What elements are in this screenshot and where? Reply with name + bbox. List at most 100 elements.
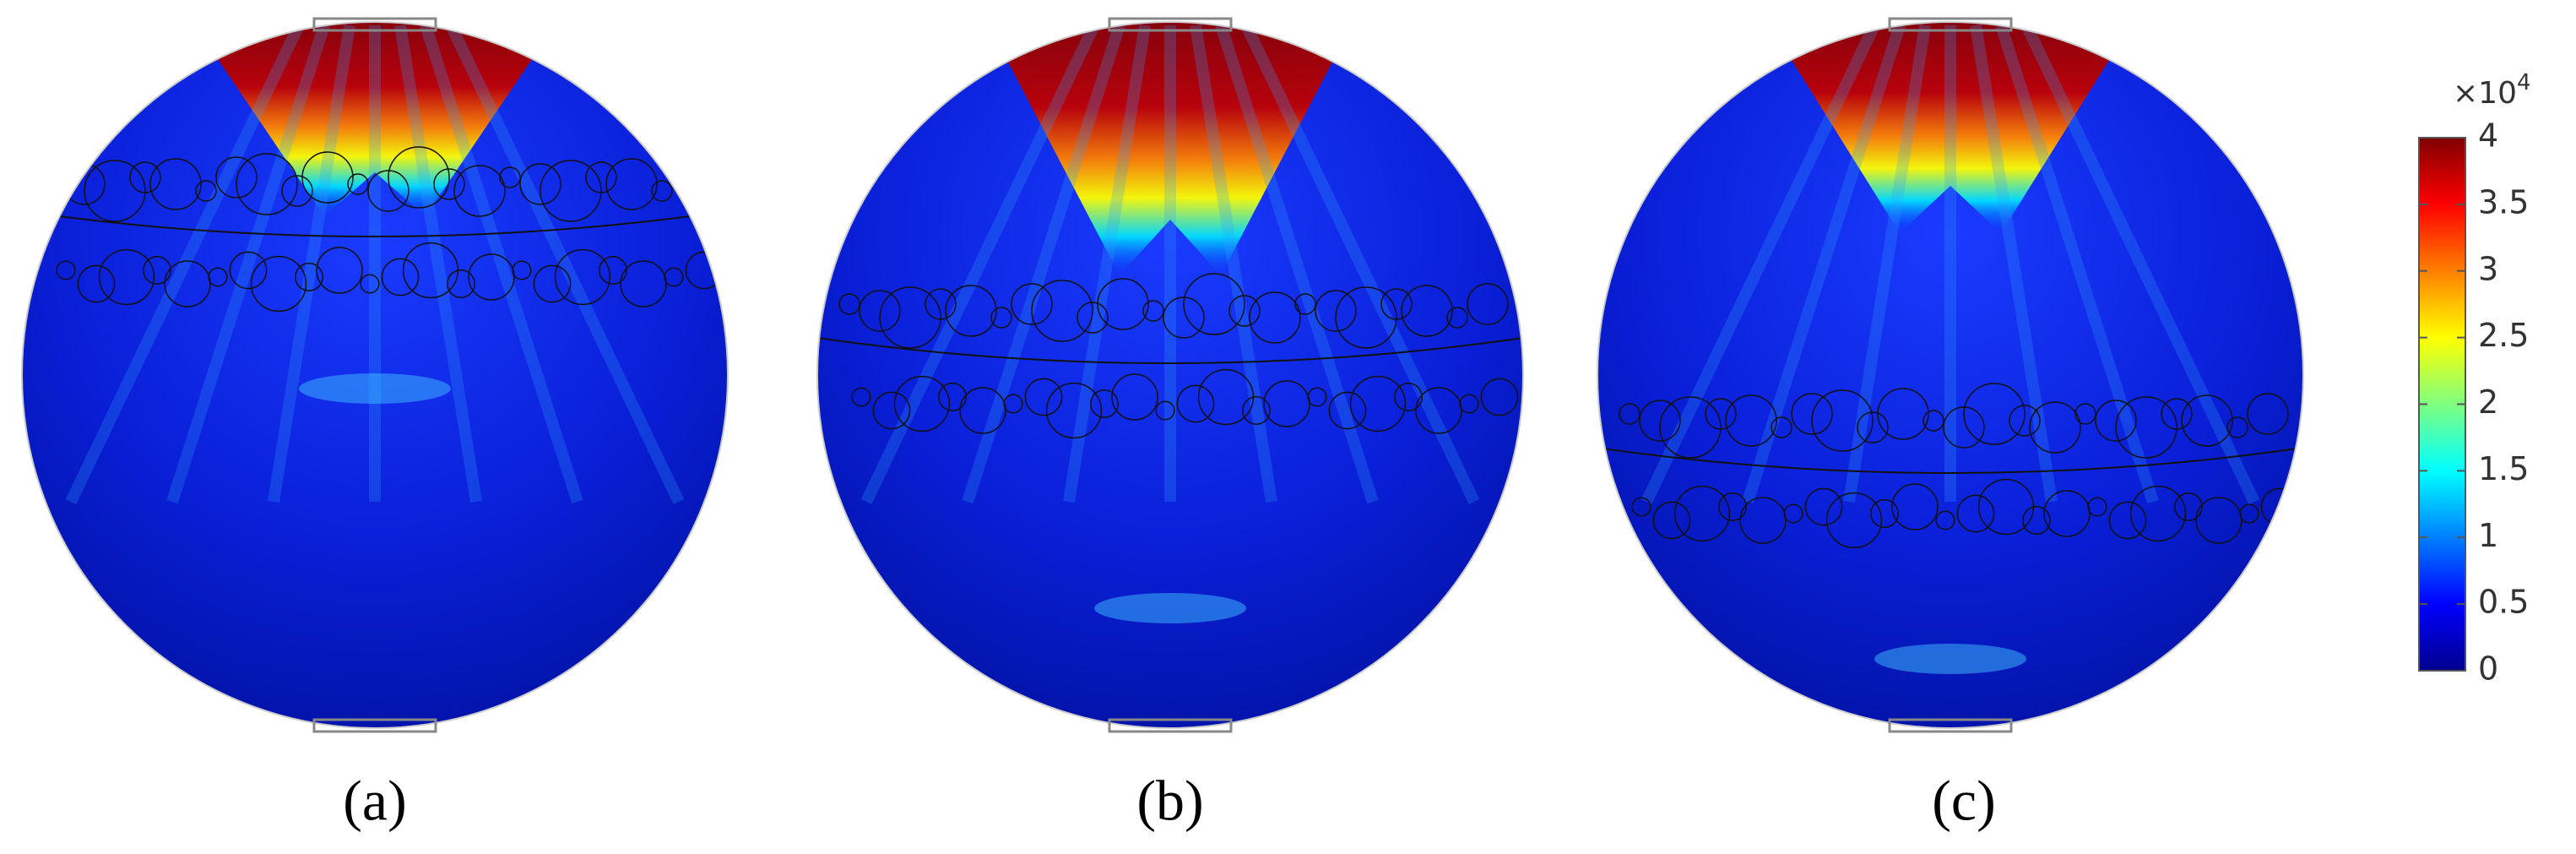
inclusion: [453, 165, 506, 217]
field-ray: [166, 23, 330, 504]
inclusion: [301, 151, 354, 204]
inclusion: [2087, 497, 2107, 517]
inclusion: [838, 293, 860, 315]
inclusion: [1349, 375, 1407, 432]
tick-label: 0.5: [2478, 584, 2529, 621]
inclusion: [1739, 497, 1787, 544]
field-ray: [420, 23, 583, 504]
inclusion: [1111, 373, 1158, 421]
inclusion: [2074, 403, 2096, 425]
inclusion: [938, 383, 967, 411]
inclusion: [1870, 499, 1899, 528]
inclusion: [1956, 494, 1995, 533]
inclusion: [1811, 389, 1874, 452]
inclusion: [851, 387, 871, 407]
inclusion: [360, 274, 380, 294]
inclusion: [1315, 290, 1357, 332]
inclusion: [2161, 398, 2193, 430]
inclusion: [2129, 485, 2187, 542]
inclusion: [1619, 403, 1641, 425]
field-ray: [1843, 24, 1931, 503]
inclusion: [468, 253, 515, 301]
tick-label: 1.5: [2478, 450, 2529, 487]
inclusion: [651, 180, 673, 202]
inclusion: [1791, 393, 1833, 435]
inclusion: [1705, 398, 1737, 430]
inclusion: [433, 168, 465, 200]
inclusion: [56, 260, 76, 280]
inclusion: [143, 256, 171, 285]
inclusion: [2247, 393, 2289, 435]
inclusion: [1446, 307, 1468, 329]
colorbar-multiplier: ×104: [2453, 70, 2531, 111]
inclusion: [347, 173, 369, 195]
field-hotspot: [984, 22, 1356, 275]
inclusion: [1031, 280, 1093, 342]
inclusion: [1923, 410, 1944, 432]
plot-border: [21, 21, 729, 729]
inclusion: [1163, 296, 1205, 339]
field-ray: [1240, 22, 1480, 505]
inclusion: [2108, 501, 2147, 540]
inclusion: [1673, 485, 1731, 542]
inclusion: [1142, 300, 1164, 322]
inclusion: [1771, 416, 1792, 438]
inclusion: [1045, 382, 1103, 439]
inclusion: [990, 307, 1012, 329]
panel-label: (b): [1136, 769, 1203, 833]
inclusion: [1335, 286, 1397, 349]
tick-label: 2: [2478, 383, 2498, 421]
inclusion: [879, 286, 941, 349]
electrode-bottom: [1888, 718, 2013, 733]
inclusion: [129, 161, 161, 193]
inclusion: [381, 258, 420, 296]
inclusion: [1631, 497, 1651, 517]
plot-border: [816, 21, 1524, 729]
field-hotspot: [189, 22, 561, 216]
inclusion: [1652, 501, 1691, 540]
inclusion: [1415, 387, 1462, 434]
inclusion: [2195, 497, 2242, 544]
interface-line: [22, 210, 728, 237]
inclusion: [1294, 293, 1316, 315]
field-ray: [1970, 24, 2058, 503]
plot-border: [1597, 21, 2304, 729]
electrode-bottom: [1108, 718, 1233, 733]
field-glow: [1874, 644, 2026, 674]
inclusion: [215, 156, 258, 199]
inclusion: [1183, 273, 1245, 335]
inclusion: [388, 146, 450, 209]
field-ray: [962, 23, 1125, 504]
field-ray: [1641, 22, 1880, 505]
inclusion: [236, 153, 298, 215]
inclusion: [1076, 302, 1109, 334]
inclusion: [519, 163, 561, 205]
field-base: [817, 22, 1523, 728]
inclusion: [84, 160, 146, 222]
inclusion: [664, 267, 684, 287]
inclusion: [1024, 378, 1063, 416]
field-plot: [22, 22, 728, 728]
inclusion: [367, 170, 409, 212]
field-ray: [1063, 24, 1151, 503]
inclusion: [1804, 487, 1843, 526]
inclusion: [605, 158, 658, 210]
inclusion: [585, 161, 617, 193]
inclusion: [1467, 283, 1509, 325]
inclusion: [499, 166, 521, 188]
inclusion: [620, 260, 667, 307]
inclusion: [2181, 394, 2233, 447]
inclusion: [43, 166, 65, 188]
inclusion: [872, 391, 911, 430]
inclusion: [98, 248, 155, 306]
field-glow: [299, 373, 451, 404]
inclusion: [1659, 396, 1722, 459]
panel-label: (c): [1932, 769, 1995, 833]
inclusion: [149, 158, 202, 210]
field-hotspot: [1765, 22, 2136, 233]
inclusion: [77, 264, 116, 303]
multiplier-exponent: 4: [2517, 70, 2531, 95]
inclusion: [599, 256, 627, 285]
inclusion: [1380, 288, 1413, 320]
